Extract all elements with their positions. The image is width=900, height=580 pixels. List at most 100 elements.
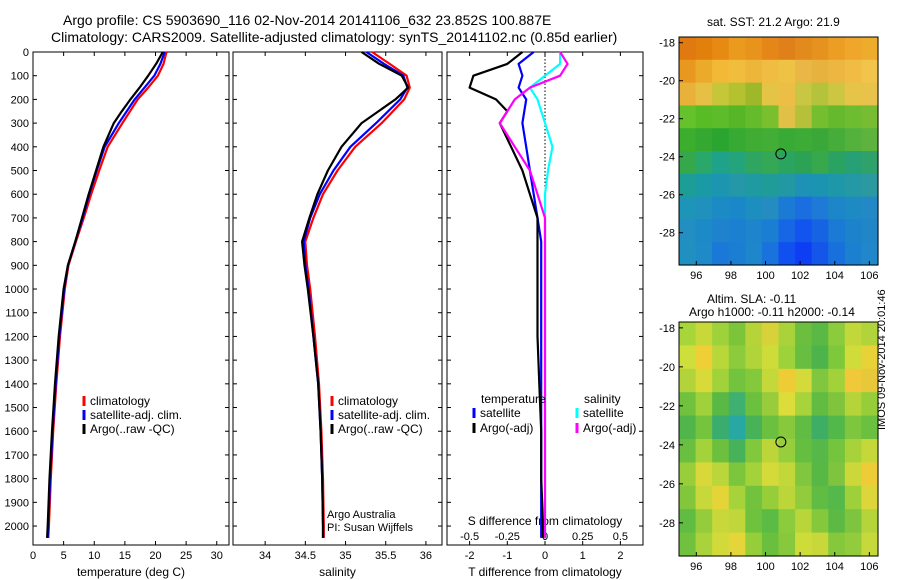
sst_map-cell xyxy=(761,105,780,129)
sla_map-cell xyxy=(695,485,713,510)
sla_map-cell xyxy=(695,345,713,370)
sla_map-cell xyxy=(844,322,863,346)
sst_map-cell xyxy=(811,196,829,220)
sst_map-cell xyxy=(828,59,846,84)
sst_map-cell xyxy=(745,242,763,266)
sst_map-xtick-label: 100 xyxy=(756,270,774,282)
temperature-legend-label: climatology xyxy=(90,394,150,408)
diff-legend-label: Argo(-adj) xyxy=(583,421,636,435)
sst_map-cell xyxy=(795,151,813,175)
argo-position-marker xyxy=(775,148,787,160)
sst_map-cell xyxy=(728,242,746,266)
sla_map-cell xyxy=(712,485,730,510)
sla_map-cell xyxy=(745,462,763,487)
sst_map-cell xyxy=(778,37,796,61)
sst_map-cell xyxy=(828,128,846,152)
sla_map-cell xyxy=(828,462,846,487)
sst_map-cell xyxy=(761,128,780,152)
sst_map-cell xyxy=(828,82,846,106)
sst_map-cell xyxy=(778,105,796,129)
depth-tick-label: 1100 xyxy=(5,308,29,320)
sst_map-cell xyxy=(844,196,863,220)
sla_map-cell xyxy=(844,532,863,557)
sla_map-cell xyxy=(828,532,846,557)
sla_map-cell xyxy=(811,392,829,417)
sst_map-cell xyxy=(761,37,780,61)
sla_map-cell xyxy=(811,415,829,440)
sst_map-cell xyxy=(844,128,863,152)
salinity-xtick-label: 34.5 xyxy=(295,550,316,562)
sla_map-cell xyxy=(861,392,879,417)
sla_map-cell xyxy=(712,462,730,487)
sst_map-cell xyxy=(811,173,829,198)
temperature-legend-label: Argo(..raw -QC) xyxy=(90,422,175,436)
sst_map-cell xyxy=(679,242,697,266)
temperature-xtick-label: 5 xyxy=(61,550,67,562)
depth-tick-label: 1900 xyxy=(5,497,29,509)
sla_map-cell xyxy=(761,509,780,534)
sla_map-cell xyxy=(795,415,813,440)
temperature-xtick-label: 25 xyxy=(180,550,192,562)
temperature-xtick-label: 10 xyxy=(88,550,100,562)
salinity-legend-label: Argo(..raw -QC) xyxy=(338,422,423,436)
sla_map-cell xyxy=(712,345,730,370)
sla_map-ytick-label: -22 xyxy=(659,401,675,413)
sla_map-cell xyxy=(761,415,780,440)
sst_map-cell xyxy=(695,105,713,129)
sst_map-cell xyxy=(861,128,879,152)
sla_map-cell xyxy=(778,415,796,440)
sst_map-cell xyxy=(745,219,763,243)
sst_map-cell xyxy=(861,151,879,175)
sla_map-cell xyxy=(679,322,697,346)
sst_map-ytick-label: -26 xyxy=(659,190,675,202)
sst_map-cell xyxy=(844,219,863,243)
sla_map-cell xyxy=(861,532,879,557)
sst_map-cell xyxy=(778,173,796,198)
depth-tick-label: 1600 xyxy=(5,426,29,438)
sst_map-cell xyxy=(745,59,763,84)
sst_map-cell xyxy=(811,59,829,84)
sst_map-xtick-label: 96 xyxy=(690,270,702,282)
sst_map-cell xyxy=(778,82,796,106)
sla_map-ytick-label: -26 xyxy=(659,479,675,491)
sst_map-cell xyxy=(811,82,829,106)
sst_map-ytick-label: -24 xyxy=(659,152,675,164)
sst_map-cell xyxy=(844,151,863,175)
sla_map-cell xyxy=(844,392,863,417)
sst_map-cell xyxy=(761,82,780,106)
sst_map-cell xyxy=(712,59,730,84)
sla_map-cell xyxy=(795,462,813,487)
sla_map-cell xyxy=(712,509,730,534)
sla_map-cell xyxy=(861,368,879,393)
salinity-series-1 xyxy=(302,51,409,538)
sst_map-cell xyxy=(679,196,697,220)
sla_map-cell xyxy=(712,415,730,440)
sla_map-cell xyxy=(795,322,813,346)
sla_map-cell xyxy=(861,415,879,440)
sla_map-cell xyxy=(761,368,780,393)
sla_map-cell xyxy=(761,439,780,463)
sst_map-cell xyxy=(811,219,829,243)
sla_map-cell xyxy=(695,322,713,346)
sla_map-cell xyxy=(712,368,730,393)
sla_map-cell xyxy=(811,322,829,346)
depth-tick-label: 1200 xyxy=(5,331,29,343)
depth-tick-label: 1800 xyxy=(5,474,29,486)
sla_map-cell xyxy=(795,368,813,393)
sla_map-xtick-label: 106 xyxy=(860,561,878,573)
argo-position-marker xyxy=(775,436,787,448)
sla_map-cell xyxy=(679,415,697,440)
differences-xtick-label: 1 xyxy=(580,550,586,562)
sdiff-tick-label: 0.5 xyxy=(613,531,628,543)
salinity-legend-label: climatology xyxy=(338,394,398,408)
temperature-axes-frame xyxy=(32,51,230,546)
sla_map-cell xyxy=(844,509,863,534)
sla_map-cell xyxy=(811,345,829,370)
sst_map-cell xyxy=(795,219,813,243)
sla_map-cell xyxy=(861,322,879,346)
temperature-xtick-label: 15 xyxy=(119,550,131,562)
sla_map-cell xyxy=(828,485,846,510)
sst_map-cell xyxy=(712,82,730,106)
sla_map-cell xyxy=(679,462,697,487)
sla_map-cell xyxy=(728,415,746,440)
